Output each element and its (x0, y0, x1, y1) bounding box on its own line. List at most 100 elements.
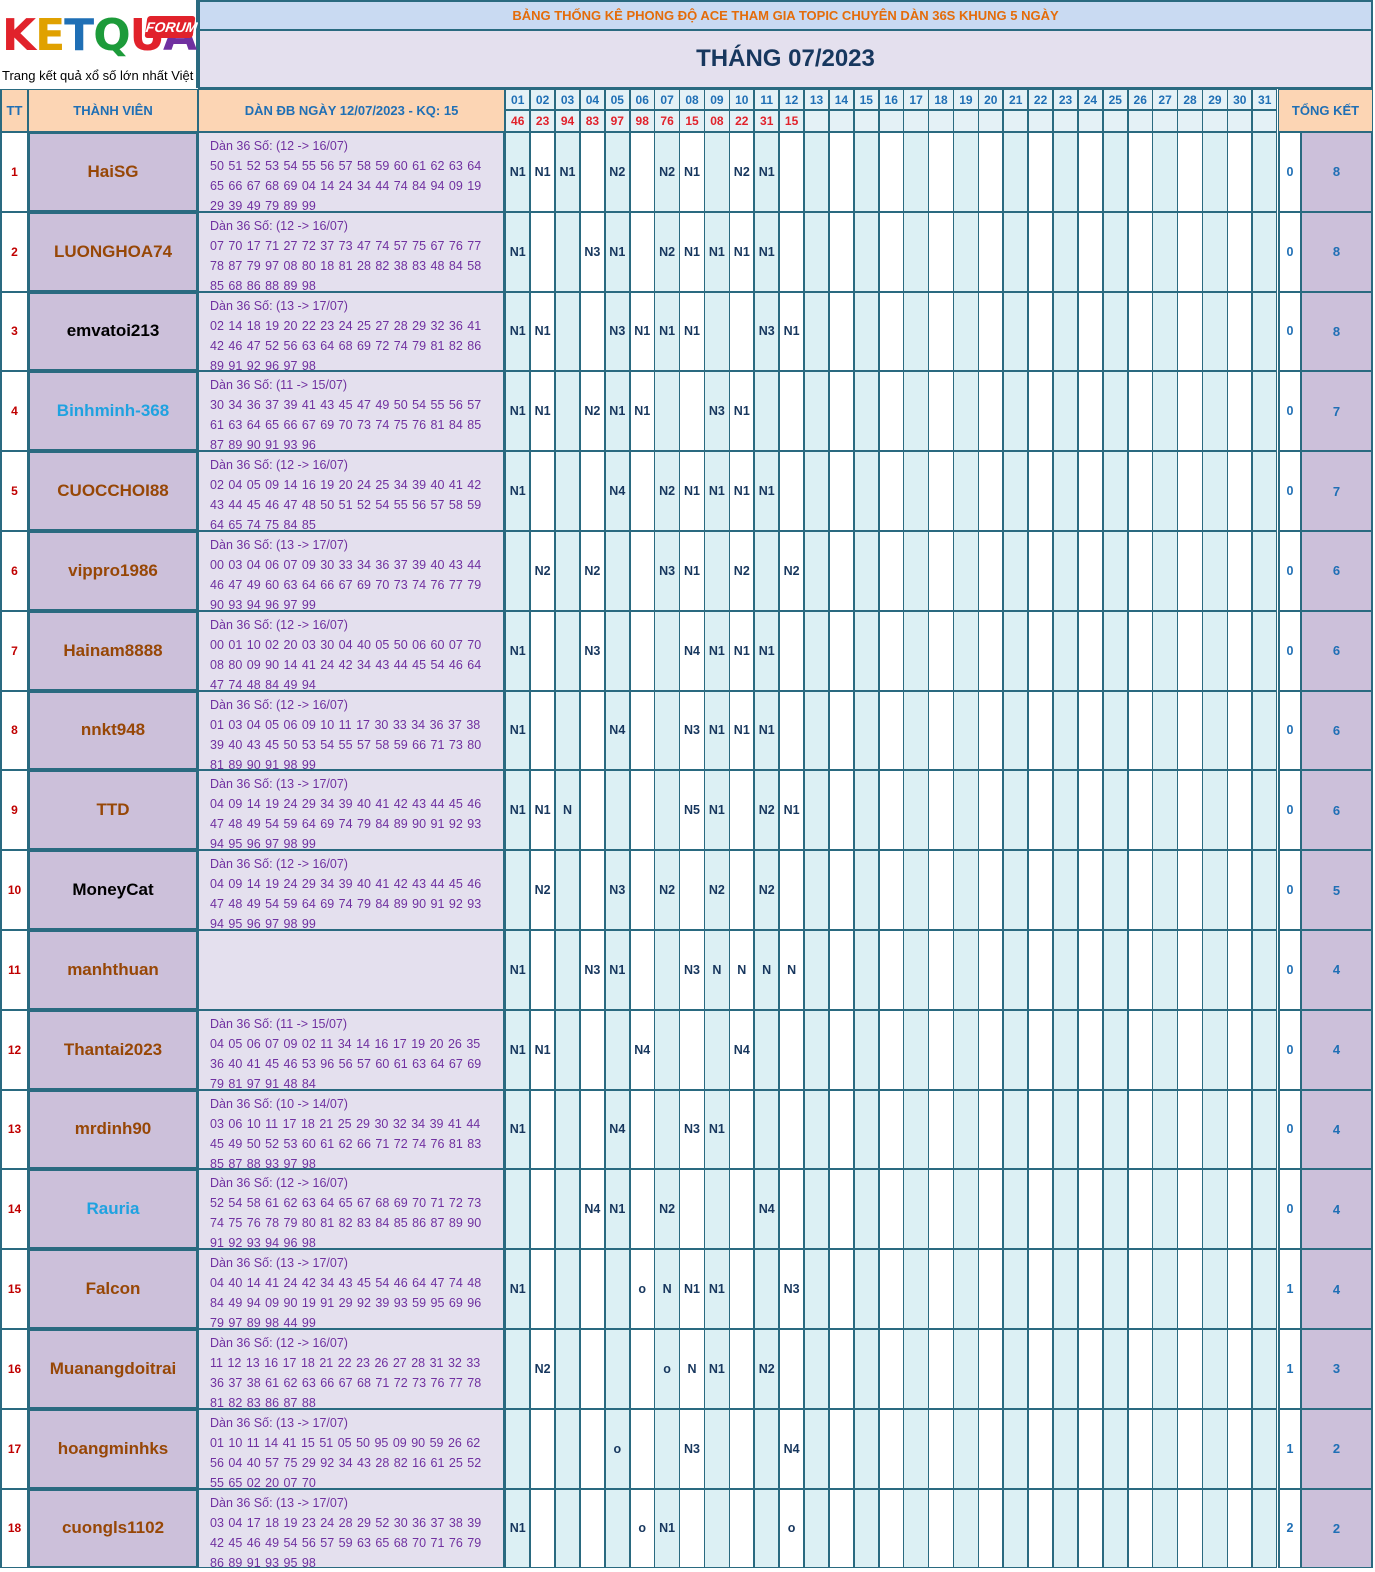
member-name[interactable]: Falcon (28, 1249, 198, 1329)
day-result-cell: N1 (704, 1089, 730, 1170)
member-name[interactable]: hoangminhks (28, 1408, 198, 1489)
day-result-cell (1027, 1009, 1054, 1090)
day-result-cell (1077, 1249, 1104, 1329)
member-name[interactable]: Hainam8888 (28, 610, 198, 691)
total-miss: 0 (1278, 211, 1301, 292)
day-result-cell (953, 850, 979, 930)
day-result (1227, 110, 1253, 132)
day-result-cell (1027, 531, 1054, 611)
day-result-cell (1003, 371, 1029, 452)
day-result-cell (1252, 291, 1278, 372)
day-result-cell (654, 690, 680, 771)
day-header: 25 (1102, 89, 1128, 110)
day-result-cell: N2 (729, 531, 755, 611)
day-result-cell (1003, 132, 1029, 212)
member-name[interactable]: Rauria (28, 1169, 198, 1250)
day-result-cell (1252, 1169, 1278, 1250)
day-result (1177, 110, 1203, 132)
day-result-cell (1127, 1169, 1153, 1250)
member-name[interactable]: nnkt948 (28, 690, 198, 771)
day-result-cell (903, 531, 929, 611)
day-result-cell (1052, 1488, 1079, 1569)
day-result-cell (953, 1009, 979, 1090)
member-name[interactable]: HaiSG (28, 132, 198, 212)
day-result-cell (579, 1408, 606, 1489)
day-result-cell (803, 1329, 830, 1409)
day-result-cell: o (778, 1488, 805, 1569)
day-result-cell: N2 (529, 850, 556, 930)
day-result-cell (754, 1089, 780, 1170)
day-result-cell: N1 (505, 930, 531, 1010)
day-header: 13 (803, 89, 830, 110)
day-result-cell (629, 610, 655, 691)
day-result (1077, 110, 1104, 132)
day-result-cell: N1 (505, 1488, 531, 1569)
dan-number-list: 50 51 52 53 54 55 56 57 58 59 60 61 62 6… (210, 159, 482, 212)
day-result-cell: N2 (654, 211, 680, 292)
day-header: 20 (978, 89, 1004, 110)
member-name[interactable]: vippro1986 (28, 531, 198, 611)
day-result-cell (1177, 1089, 1203, 1170)
day-result-cell (803, 451, 830, 531)
day-result-cell (1102, 770, 1128, 851)
day-result-cell (1127, 1249, 1153, 1329)
day-result-cell (1227, 1089, 1253, 1170)
row-number: 1 (0, 132, 28, 212)
day-header: 08 (679, 89, 705, 110)
member-name[interactable]: LUONGHOA74 (28, 211, 198, 292)
day-result-cell (654, 1089, 680, 1170)
day-result-cell (554, 371, 581, 452)
member-name[interactable]: cuongls1102 (28, 1488, 198, 1569)
day-result-cell (1003, 930, 1029, 1010)
member-name[interactable]: Binhminh-368 (28, 371, 198, 452)
day-result-cell (1202, 850, 1228, 930)
dan-number-list: 01 03 04 05 06 09 10 11 17 30 33 34 36 3… (210, 717, 482, 771)
dan-36-numbers: Dàn 36 Số: (12 -> 16/07) 00 01 10 02 20 0… (198, 610, 505, 691)
day-result-cell (629, 1329, 655, 1409)
day-result-cell: N2 (654, 850, 680, 930)
member-name[interactable]: MoneyCat (28, 850, 198, 930)
day-result-cell (1003, 1408, 1029, 1489)
total-hit: 2 (1301, 1408, 1373, 1489)
day-result-cell (878, 1329, 904, 1409)
day-result-cell (729, 1329, 755, 1409)
member-name[interactable]: Muanangdoitrai (28, 1329, 198, 1409)
dan-heading: Dàn 36 Số: (12 -> 16/07) (210, 617, 348, 632)
day-result-cell (1127, 291, 1153, 372)
day-result-cell (803, 690, 830, 771)
day-result-cell (704, 132, 730, 212)
row-number: 14 (0, 1169, 28, 1250)
member-name[interactable]: manhthuan (28, 930, 198, 1010)
day-result-cell (978, 291, 1004, 372)
day-result-cell (1252, 451, 1278, 531)
day-result-cell (1202, 610, 1228, 691)
day-result-cell: N2 (754, 1329, 780, 1409)
day-result-cell (778, 211, 805, 292)
day-result-cell (1227, 1169, 1253, 1250)
day-result-cell: N1 (629, 371, 655, 452)
day-result-cell (1102, 930, 1128, 1010)
member-name[interactable]: mrdinh90 (28, 1089, 198, 1170)
day-result-cell (1077, 1169, 1104, 1250)
day-result-cell (529, 211, 556, 292)
day-result-cell (1152, 1169, 1178, 1250)
day-result-cell (554, 1009, 581, 1090)
ketqua2-logo[interactable]: KETQUA2 FORUM Trang kết quả xổ số lớn nh… (0, 0, 227, 88)
day-result-cell (1102, 1249, 1128, 1329)
member-name[interactable]: emvatoi213 (28, 291, 198, 372)
total-hit: 3 (1301, 1329, 1373, 1409)
day-result-cell (1202, 930, 1228, 1010)
day-result-cell (1177, 1488, 1203, 1569)
member-name[interactable]: TTD (28, 770, 198, 851)
total-miss: 0 (1278, 371, 1301, 452)
total-hit: 4 (1301, 1169, 1373, 1250)
day-result-cell (928, 371, 954, 452)
day-result-cell (978, 1329, 1004, 1409)
member-name[interactable]: Thantai2023 (28, 1009, 198, 1090)
day-result-cell (629, 1089, 655, 1170)
day-result-cell (803, 132, 830, 212)
dan-heading: Dàn 36 Số: (12 -> 16/07) (210, 139, 348, 153)
day-result-cell (803, 531, 830, 611)
day-result-cell: N1 (778, 770, 805, 851)
member-name[interactable]: CUOCCHOI88 (28, 451, 198, 531)
